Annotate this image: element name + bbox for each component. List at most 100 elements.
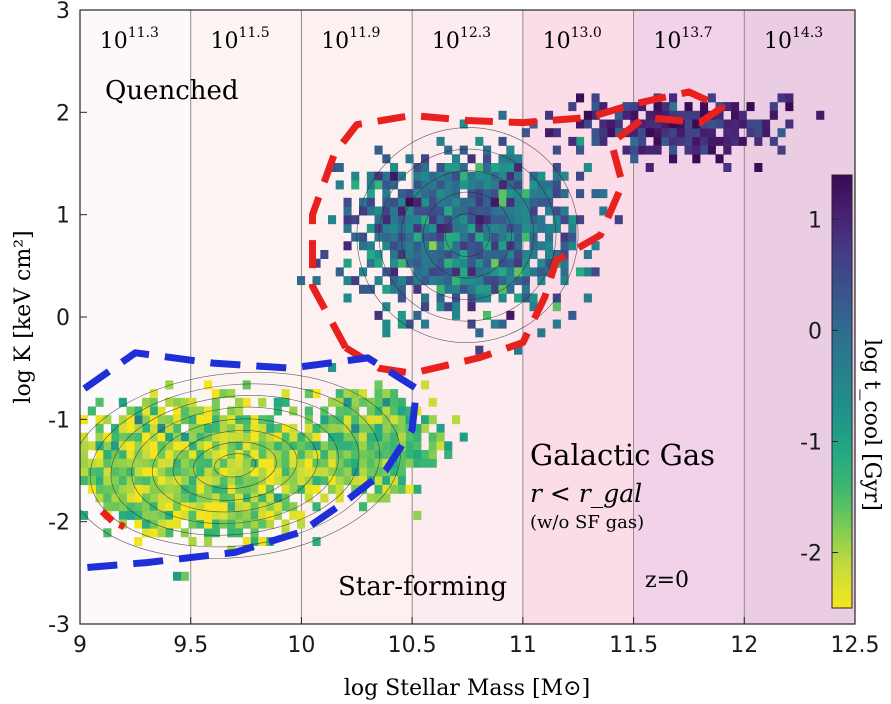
hist-cell (436, 284, 445, 294)
hist-cell (514, 258, 523, 268)
hist-cell (266, 432, 275, 442)
hist-cell (576, 145, 585, 155)
hist-cell (351, 432, 360, 442)
hist-cell (459, 258, 468, 268)
hist-cell (661, 102, 670, 112)
hist-cell (227, 432, 236, 442)
hist-cell (142, 406, 151, 416)
hist-cell (545, 206, 554, 216)
hist-cell (490, 250, 499, 259)
hist-cell (421, 206, 430, 216)
hist-cell (653, 119, 662, 129)
hist-cell (312, 389, 321, 399)
hist-cell (335, 180, 344, 190)
hist-cell (157, 467, 166, 477)
hist-cell (359, 450, 368, 459)
hist-cell (111, 476, 120, 486)
hist-cell (560, 276, 569, 286)
hist-cell (498, 232, 507, 242)
hist-cell (444, 206, 453, 216)
hist-cell (521, 267, 530, 277)
hist-cell (676, 110, 685, 120)
hist-cell (490, 232, 499, 242)
hist-cell (312, 423, 321, 433)
hist-cell (614, 215, 623, 225)
hist-cell (444, 267, 453, 277)
hist-cell (653, 136, 662, 146)
hist-cell (126, 432, 135, 442)
hist-cell (421, 302, 430, 312)
hist-cell (459, 284, 468, 294)
colorbar-label: log t_cool [Gyr] (859, 339, 884, 511)
hist-cell (80, 510, 89, 520)
hist-cell (723, 128, 732, 138)
hist-cell (242, 519, 251, 529)
hist-cell (180, 476, 189, 486)
hist-cell (328, 423, 337, 433)
hist-cell (304, 423, 313, 433)
hist-cell (413, 197, 422, 207)
hist-cell (762, 128, 771, 138)
hist-cell (397, 215, 406, 225)
hist-cell (514, 163, 523, 172)
hist-cell (467, 293, 476, 303)
hist-cell (521, 215, 530, 225)
hist-cell (459, 250, 468, 259)
hist-cell (374, 493, 383, 503)
hist-cell (467, 250, 476, 259)
halo-mass-label: 1013.7 (653, 25, 712, 54)
hist-cell (80, 467, 89, 477)
hist-cell (483, 180, 492, 190)
hist-cell (483, 276, 492, 286)
halo-mass-label: 1014.3 (764, 25, 823, 54)
hist-cell (142, 415, 151, 425)
hist-cell (351, 415, 360, 425)
hist-cell (529, 215, 538, 225)
hist-cell (413, 450, 422, 459)
hist-cell (134, 450, 143, 459)
hist-cell (118, 397, 127, 407)
hist-cell (390, 389, 399, 399)
hist-cell (173, 510, 182, 520)
hist-cell (560, 267, 569, 277)
hist-cell (366, 284, 375, 294)
hist-cell (211, 397, 220, 407)
hist-cell (545, 189, 554, 199)
hist-cell (87, 476, 96, 486)
hist-cell (738, 110, 747, 120)
hist-cell (142, 510, 151, 520)
hist-cell (134, 467, 143, 477)
hist-cell (297, 484, 306, 494)
hist-cell (576, 93, 585, 103)
hist-cell (459, 145, 468, 155)
hist-cell (452, 415, 461, 425)
hist-cell (118, 415, 127, 425)
hist-cell (785, 119, 794, 129)
hist-cell (343, 406, 352, 416)
hist-cell (374, 415, 383, 425)
hist-cell (475, 136, 484, 146)
hist-cell (514, 206, 523, 216)
hist-cell (475, 232, 484, 242)
hist-cell (180, 502, 189, 512)
hist-cell (374, 467, 383, 477)
hist-cell (421, 380, 430, 390)
hist-cell (196, 467, 205, 477)
hist-cell (266, 519, 275, 529)
hist-cell (266, 415, 275, 425)
hist-cell (413, 163, 422, 172)
hist-cell (118, 493, 127, 503)
hist-cell (576, 171, 585, 181)
hist-cell (366, 197, 375, 207)
hist-cell (498, 284, 507, 294)
population-contours (82, 88, 726, 572)
hist-cell (126, 493, 135, 503)
hist-cell (281, 493, 290, 503)
hist-cell (235, 502, 244, 512)
hist-cell (374, 458, 383, 468)
hist-cell (467, 154, 476, 164)
hist-cell (374, 389, 383, 399)
hist-cell (157, 528, 166, 538)
hist-cell (250, 537, 259, 546)
hist-cell (731, 128, 740, 138)
